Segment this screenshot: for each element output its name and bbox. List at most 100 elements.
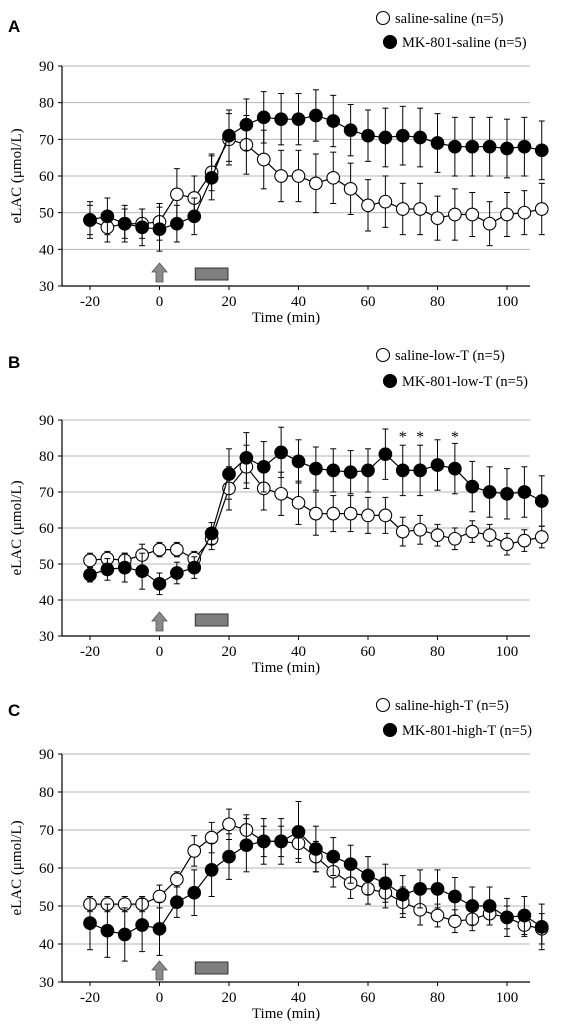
data-point bbox=[222, 817, 236, 832]
y-tick-label: 70 bbox=[39, 485, 54, 501]
data-point bbox=[309, 176, 323, 191]
data-point bbox=[274, 169, 288, 183]
data-point bbox=[465, 899, 480, 913]
data-point bbox=[291, 169, 306, 183]
data-point bbox=[187, 844, 202, 858]
data-point bbox=[222, 467, 236, 481]
data-point bbox=[83, 213, 97, 227]
data-point bbox=[517, 139, 532, 154]
x-tick-label: 0 bbox=[156, 294, 164, 310]
data-point bbox=[343, 857, 358, 872]
data-point bbox=[117, 216, 132, 231]
data-point bbox=[291, 454, 306, 469]
legend-label: saline-saline (n=5) bbox=[395, 11, 504, 27]
x-tick-label: 60 bbox=[361, 644, 376, 660]
data-point bbox=[361, 198, 375, 213]
y-tick-label: 40 bbox=[39, 937, 54, 953]
data-point bbox=[326, 463, 341, 478]
data-point bbox=[413, 202, 427, 216]
data-point bbox=[343, 181, 358, 196]
y-tick-label: 30 bbox=[39, 629, 54, 645]
x-tick-label: -20 bbox=[80, 294, 100, 310]
data-point bbox=[534, 920, 549, 934]
legend-marker bbox=[382, 34, 398, 50]
data-point bbox=[204, 830, 219, 845]
data-point bbox=[83, 567, 97, 582]
legend-marker bbox=[375, 10, 391, 26]
data-point bbox=[517, 485, 532, 499]
panel-label: C bbox=[8, 701, 20, 720]
data-point bbox=[395, 463, 410, 478]
y-tick-label: 80 bbox=[39, 785, 54, 801]
data-point bbox=[291, 825, 306, 839]
legend-label: MK-801-high-T (n=5) bbox=[402, 723, 532, 739]
injection-arrow bbox=[151, 262, 168, 283]
data-point bbox=[274, 445, 288, 460]
data-point bbox=[465, 207, 480, 222]
x-tick-label: 80 bbox=[430, 644, 445, 660]
data-point bbox=[361, 868, 375, 883]
x-tick-label: 0 bbox=[156, 644, 164, 660]
data-point bbox=[361, 508, 375, 523]
data-point bbox=[256, 834, 271, 849]
legend-label: saline-high-T (n=5) bbox=[395, 698, 509, 714]
data-point bbox=[534, 202, 549, 216]
data-point bbox=[326, 170, 341, 185]
data-point bbox=[534, 143, 549, 158]
data-point bbox=[274, 112, 288, 127]
data-point bbox=[100, 923, 115, 938]
data-point bbox=[430, 882, 445, 896]
x-tick-label: 0 bbox=[156, 990, 164, 1006]
y-axis-title: eLAC (μmol/L) bbox=[9, 820, 25, 915]
data-point bbox=[413, 463, 427, 478]
data-point bbox=[534, 494, 549, 508]
data-point bbox=[152, 222, 167, 237]
data-point bbox=[204, 863, 219, 877]
data-point bbox=[326, 849, 341, 864]
data-point bbox=[326, 114, 341, 128]
data-point bbox=[534, 530, 549, 544]
y-axis-title: eLAC (μmol/L) bbox=[9, 128, 25, 223]
x-axis-title: Time (min) bbox=[252, 310, 320, 326]
legend-marker bbox=[375, 347, 391, 363]
data-point bbox=[100, 209, 115, 224]
data-point bbox=[309, 506, 323, 521]
data-point bbox=[448, 531, 462, 546]
y-tick-label: 50 bbox=[39, 899, 54, 915]
data-point bbox=[309, 461, 323, 476]
data-point bbox=[170, 542, 184, 557]
series-filled bbox=[83, 426, 549, 596]
data-point bbox=[343, 506, 358, 521]
data-point bbox=[500, 141, 514, 156]
y-tick-label: 70 bbox=[39, 823, 54, 839]
data-point bbox=[135, 918, 149, 932]
data-point bbox=[413, 522, 427, 537]
legend-label: MK-801-low-T (n=5) bbox=[402, 374, 528, 390]
data-point bbox=[430, 908, 445, 923]
x-tick-label: -20 bbox=[80, 644, 100, 660]
data-point bbox=[482, 528, 497, 543]
data-point bbox=[413, 882, 427, 896]
data-point bbox=[448, 461, 462, 476]
treatment-period-bar bbox=[194, 267, 229, 281]
data-point bbox=[361, 128, 375, 143]
y-tick-label: 80 bbox=[39, 449, 54, 465]
data-point bbox=[500, 207, 514, 222]
data-point bbox=[239, 117, 254, 132]
data-point bbox=[256, 152, 271, 167]
treatment-period-bar bbox=[194, 961, 229, 975]
y-tick-label: 80 bbox=[39, 96, 54, 112]
series-filled bbox=[83, 801, 549, 962]
data-point bbox=[500, 486, 514, 501]
data-point bbox=[448, 914, 462, 929]
data-point bbox=[83, 553, 97, 568]
x-axis-title: Time (min) bbox=[252, 1006, 320, 1022]
data-point bbox=[465, 524, 480, 539]
data-point bbox=[448, 889, 462, 904]
data-point bbox=[239, 450, 254, 465]
data-point bbox=[152, 921, 167, 936]
y-tick-label: 90 bbox=[39, 59, 54, 75]
data-point bbox=[430, 211, 445, 226]
data-point bbox=[152, 576, 167, 591]
